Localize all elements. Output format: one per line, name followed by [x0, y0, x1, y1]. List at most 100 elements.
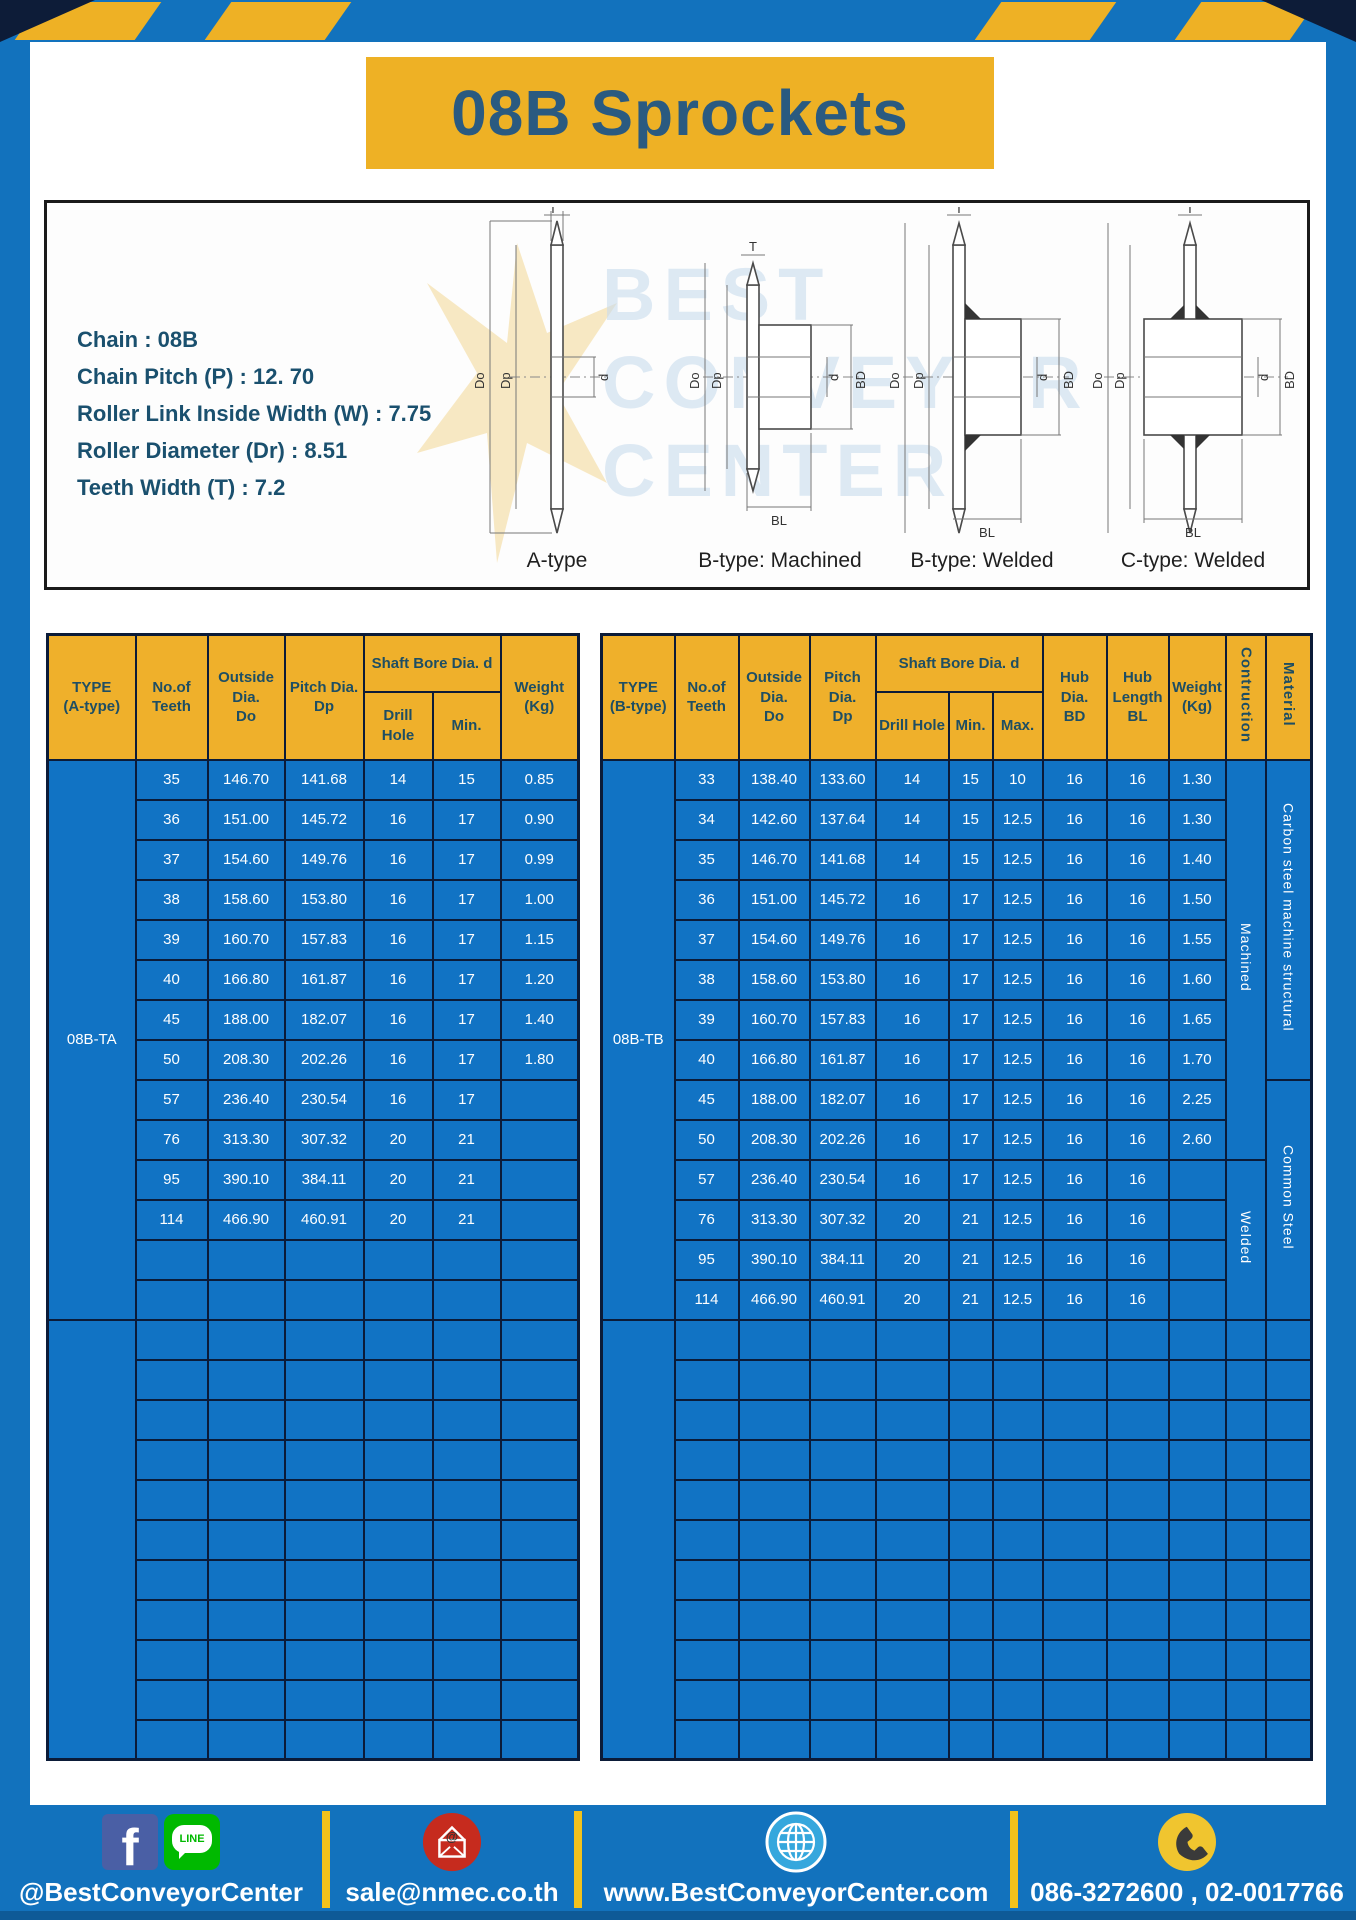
- table-cell: 21: [431, 1118, 502, 1161]
- table-cell: [991, 1398, 1044, 1441]
- table-cell: 307.32: [283, 1118, 365, 1161]
- table-cell: [1224, 1638, 1267, 1681]
- table-cell: 16: [874, 958, 950, 1001]
- table-cell: 17: [947, 1118, 994, 1161]
- table-cell: [283, 1718, 365, 1761]
- table-row-empty: [46, 1318, 580, 1761]
- table-cell: 16: [1041, 838, 1108, 881]
- table-cell: [362, 1678, 434, 1721]
- material-cell: Carbon steel machine structural: [1264, 758, 1313, 1081]
- top-border-bar: [0, 0, 1356, 42]
- table-cell: [1264, 1318, 1313, 1361]
- dim-label-do: Do: [887, 372, 902, 389]
- table-row-empty: [48, 1478, 580, 1521]
- table-cell: 21: [947, 1198, 994, 1241]
- table-cell: [808, 1718, 877, 1761]
- table-cell: [1105, 1558, 1170, 1601]
- table-cell: 21: [947, 1238, 994, 1281]
- table-cell: [362, 1318, 434, 1361]
- table-cell: 40: [134, 958, 209, 1001]
- table-cell: 157.83: [283, 918, 365, 961]
- table-cell: 236.40: [206, 1078, 286, 1121]
- table-cell: 202.26: [283, 1038, 365, 1081]
- table-cell: [1105, 1718, 1170, 1761]
- dim-label-dp: Dp: [709, 372, 724, 389]
- table-cell: [1041, 1438, 1108, 1481]
- table-row: 36 151.00 145.72 16 17 12.5 16 16 1.50: [602, 878, 1312, 921]
- table-cell: [1224, 1598, 1267, 1641]
- table-cell: 208.30: [737, 1118, 811, 1161]
- table-cell: 16: [874, 1158, 950, 1201]
- table-cell: [737, 1478, 811, 1521]
- table-row: [48, 1238, 580, 1281]
- table-cell: 17: [431, 798, 502, 841]
- table-cell: [808, 1518, 877, 1561]
- table-cell: [206, 1718, 286, 1761]
- table-cell: [808, 1598, 877, 1641]
- table-cell: [1264, 1398, 1313, 1441]
- table-cell: [431, 1238, 502, 1281]
- table-cell: 17: [431, 878, 502, 921]
- table-cell: [808, 1398, 877, 1441]
- table-cell: 36: [673, 878, 740, 921]
- col-header-type: TYPE (A-type): [46, 633, 137, 761]
- table-row-empty: [602, 1358, 1313, 1401]
- table-cell: 149.76: [808, 918, 877, 961]
- table-cell: 16: [362, 838, 434, 881]
- table-cell: 0.90: [499, 798, 580, 841]
- table-cell: [1224, 1678, 1267, 1721]
- table-cell: [1167, 1518, 1227, 1561]
- table-cell: [1264, 1518, 1313, 1561]
- dim-label-d: d: [1256, 374, 1271, 381]
- table-cell: 146.70: [737, 838, 811, 881]
- table-cell: 16: [1105, 1038, 1170, 1081]
- watermark-line: BEST: [602, 253, 832, 336]
- col-header-max: Max.: [991, 690, 1044, 761]
- table-row-empty: [600, 1318, 1313, 1761]
- table-cell: 16: [1041, 1278, 1108, 1321]
- dim-label-dp: Dp: [1112, 372, 1127, 389]
- table-cell: 133.60: [808, 758, 877, 801]
- table-cell: [499, 1678, 580, 1721]
- table-cell: [283, 1278, 365, 1321]
- table-cell: 16: [362, 998, 434, 1041]
- table-cell: [1167, 1598, 1227, 1641]
- table-cell: [737, 1638, 811, 1681]
- table-cell: [1167, 1238, 1227, 1281]
- table-cell: 39: [673, 998, 740, 1041]
- table-cell: [808, 1358, 877, 1401]
- table-cell: [431, 1398, 502, 1441]
- line-icon: LINE: [164, 1814, 220, 1870]
- table-cell: 17: [431, 918, 502, 961]
- col-header-outside-dia: Outside Dia. Do: [206, 633, 286, 761]
- table-cell: [1167, 1278, 1227, 1321]
- table-cell: 50: [673, 1118, 740, 1161]
- table-cell: 1.15: [499, 918, 580, 961]
- table-cell: [134, 1678, 209, 1721]
- table-cell: 12.5: [991, 1078, 1044, 1121]
- table-cell: 12.5: [991, 1158, 1044, 1201]
- table-cell: [362, 1358, 434, 1401]
- diagram-a-type: Do Dp d T: [472, 203, 642, 552]
- table-row-empty: [602, 1558, 1313, 1601]
- table-cell: [1264, 1718, 1313, 1761]
- footer-divider: [322, 1811, 330, 1908]
- table-row-empty: [48, 1598, 580, 1641]
- table-cell: [499, 1198, 580, 1241]
- table-cell: [1224, 1398, 1267, 1441]
- table-cell: [206, 1478, 286, 1521]
- dim-label-bd: BD: [1061, 371, 1076, 389]
- table-row: 95 390.10 384.11 20 21 12.5 16 16: [602, 1238, 1312, 1281]
- table-cell: [991, 1478, 1044, 1521]
- footer-email-section: @ sale@nmec.co.th: [330, 1805, 574, 1920]
- table-cell: 230.54: [808, 1158, 877, 1201]
- table-cell: [431, 1638, 502, 1681]
- table-cell: [134, 1518, 209, 1561]
- table-cell: [1167, 1678, 1227, 1721]
- spec-roller-dia: Roller Diameter (Dr) : 8.51: [77, 438, 348, 463]
- table-cell: [431, 1598, 502, 1641]
- table-cell: [1224, 1318, 1267, 1361]
- dim-label-t: T: [955, 207, 963, 216]
- table-cell: 160.70: [206, 918, 286, 961]
- table-cell: 12.5: [991, 998, 1044, 1041]
